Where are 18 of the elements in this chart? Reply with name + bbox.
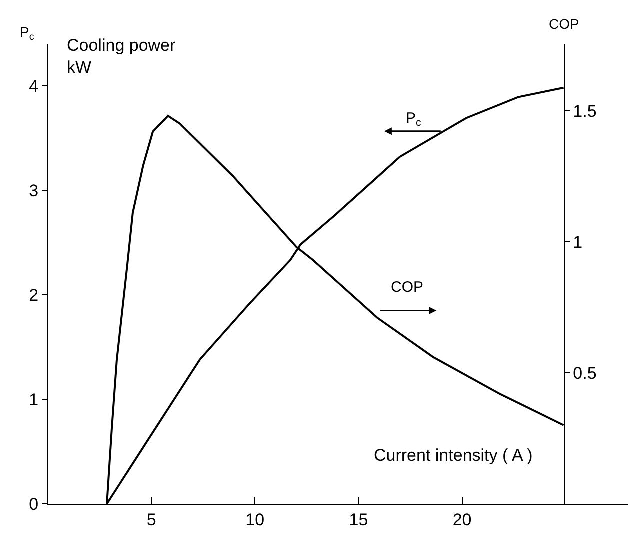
y2-axis-title: COP <box>549 16 580 32</box>
series-label: P$_{c}$ <box>406 110 422 130</box>
y2-tick-label: 1.5 <box>573 102 597 121</box>
y2-tick-label: 1 <box>573 232 583 252</box>
x-axis-title: Current intensity ( A ) <box>374 446 533 465</box>
x-tick-label: 15 <box>349 510 368 530</box>
y2-tick-label: 0.5 <box>573 364 597 383</box>
x-tick-label: 10 <box>246 510 265 530</box>
y-tick-label: 4 <box>29 76 39 96</box>
y-tick-label: 1 <box>29 390 39 410</box>
annotation: Cooling power kW <box>67 36 176 78</box>
y-tick-label: 2 <box>29 286 39 305</box>
y-tick-label: 0 <box>29 494 39 514</box>
x-tick-label: 5 <box>146 510 156 530</box>
y-tick-label: 3 <box>29 181 39 200</box>
y-axis-title: P$_{c}$ <box>20 24 34 43</box>
x-tick-label: 20 <box>452 510 472 530</box>
series-label: COP <box>391 279 424 296</box>
